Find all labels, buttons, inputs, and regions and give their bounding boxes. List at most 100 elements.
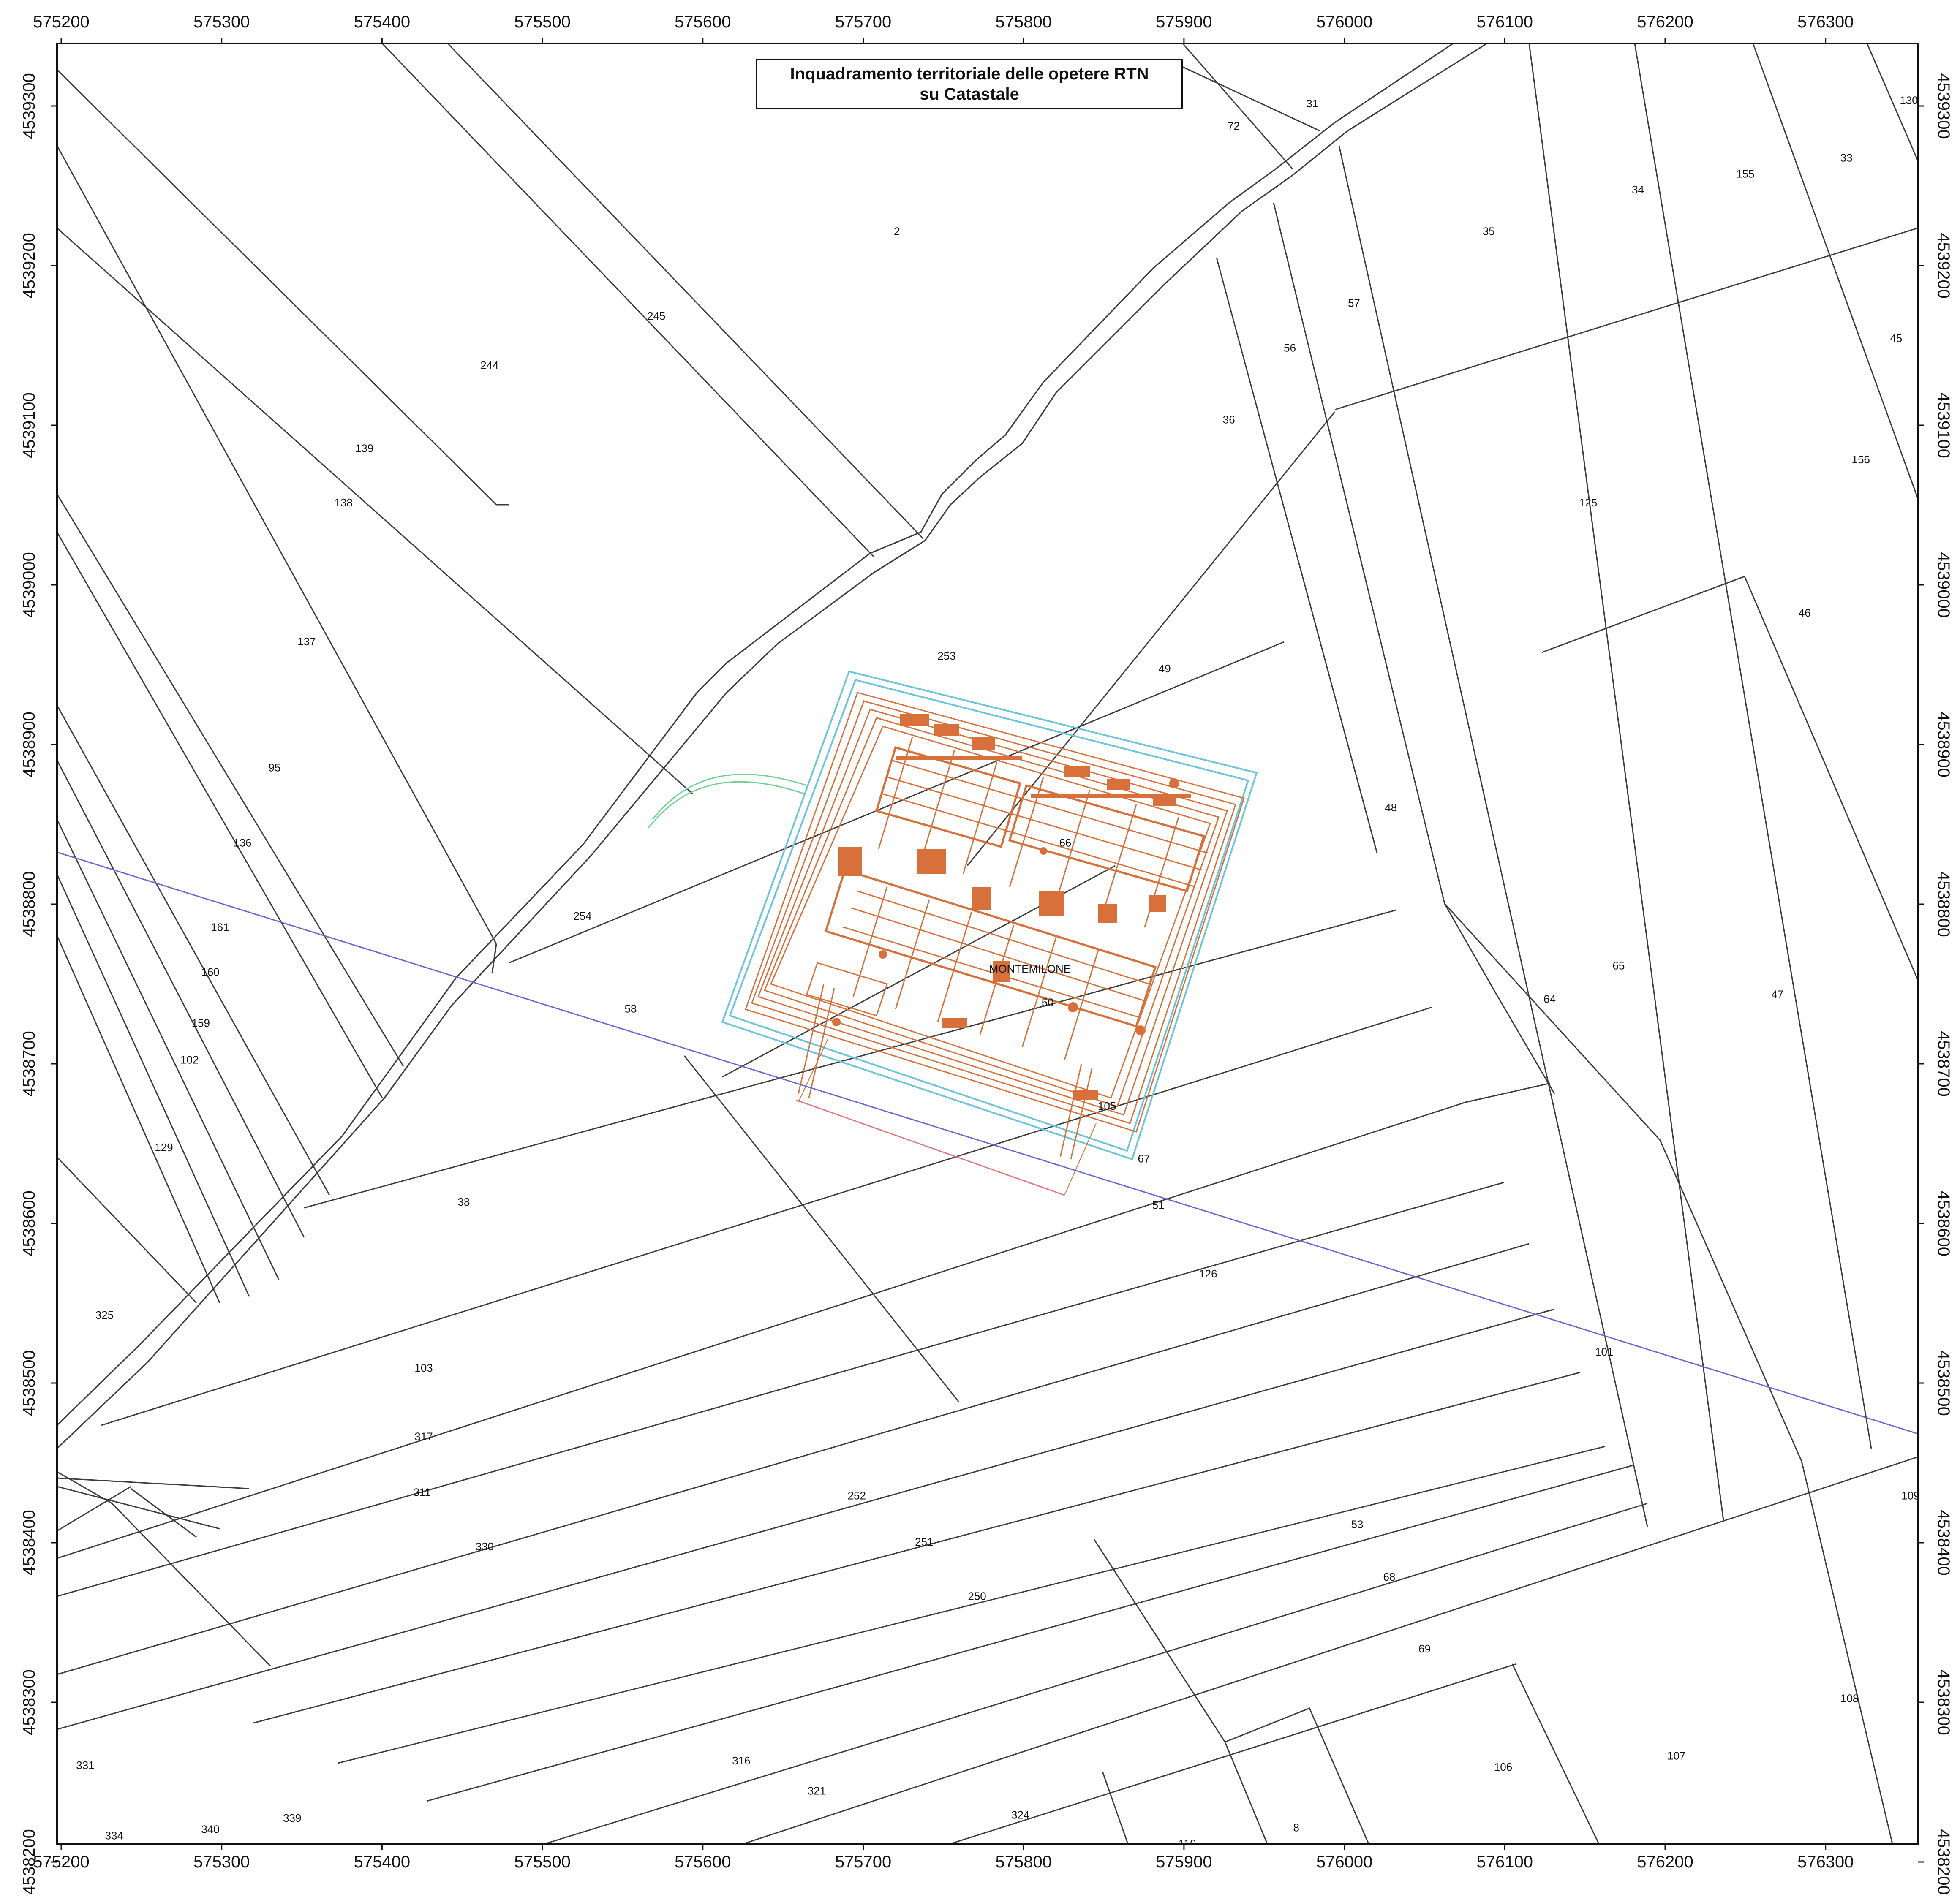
x-tick-label-bottom: 575300 <box>193 1853 250 1871</box>
place-label: MONTEMILONE <box>989 962 1071 975</box>
parcel-label: 335 <box>113 1861 131 1874</box>
parcel-label: 48 <box>1385 801 1397 814</box>
parcel-label: 67 <box>1138 1152 1150 1165</box>
y-tick-label-right: 4538800 <box>1934 871 1953 937</box>
parcel-label: 31 <box>1306 97 1318 110</box>
y-tick-label-right: 4538900 <box>1934 712 1953 777</box>
x-tick-label-top: 575500 <box>514 13 570 31</box>
x-tick-label-bottom: 575600 <box>675 1853 731 1871</box>
map-frame <box>56 43 1919 1845</box>
parcel-label: 69 <box>1418 1642 1431 1655</box>
parcel-label: 137 <box>297 635 316 648</box>
x-tick-label-bottom: 576300 <box>1797 1853 1854 1871</box>
parcel-label: 156 <box>1852 453 1870 466</box>
parcel-label: 106 <box>1494 1761 1512 1773</box>
parcel-label: 125 <box>1579 496 1597 509</box>
y-tick-label-left: 4539300 <box>20 73 38 139</box>
x-tick-label-top: 575200 <box>33 13 89 31</box>
x-tick-label-top: 576000 <box>1316 13 1372 31</box>
parcel-label: 139 <box>355 442 373 455</box>
parcel-boundaries <box>57 43 1918 1844</box>
parcel-label: 250 <box>968 1590 986 1602</box>
parcel-label: 72 <box>1228 120 1240 132</box>
map-title-line-1: Inquadramento territoriale delle opetere… <box>790 65 1149 83</box>
parcel-label: 245 <box>647 310 665 322</box>
parcel-label: 46 <box>1799 606 1811 619</box>
x-tick-label-top: 576200 <box>1637 13 1693 31</box>
parcel-label: 102 <box>180 1053 199 1066</box>
coordinate-axes: 575200 575200 575300 575300 575400 575400 5755… <box>20 13 1953 1895</box>
y-tick-label-left: 4538200 <box>20 1829 38 1895</box>
parcel-label: 57 <box>1348 297 1360 310</box>
substation-boundary <box>721 670 1258 1160</box>
x-tick-label-bottom: 575700 <box>835 1853 891 1871</box>
parcel-label: 35 <box>1483 225 1495 237</box>
y-tick-label-right: 4538700 <box>1934 1031 1953 1097</box>
parcel-label: 325 <box>95 1309 114 1321</box>
y-tick-label-right: 4539300 <box>1934 73 1953 139</box>
y-tick-label-left: 4538300 <box>20 1669 38 1735</box>
parcel-label: 330 <box>476 1540 494 1553</box>
parcel-label: 65 <box>1612 959 1625 972</box>
y-tick-label-left: 4539000 <box>20 552 38 618</box>
parcel-label: 109 <box>1901 1489 1919 1502</box>
parcel-label: 321 <box>808 1785 826 1797</box>
y-tick-label-left: 4538700 <box>20 1031 38 1097</box>
y-tick-label-right: 4539000 <box>1934 552 1953 618</box>
y-tick-label-right: 4538600 <box>1934 1190 1953 1256</box>
parcel-label: 130 <box>1900 94 1918 107</box>
x-tick-label-bottom: 575400 <box>354 1853 410 1871</box>
parcel-label: 101 <box>1595 1345 1613 1358</box>
substation-equipment <box>832 714 1191 1100</box>
y-tick-label-right: 4538200 <box>1934 1829 1953 1895</box>
parcel-label: 107 <box>1667 1749 1685 1762</box>
power-line <box>57 851 1918 1435</box>
parcel-label: 45 <box>1890 332 1902 345</box>
parcel-label: 2 <box>894 225 900 237</box>
x-tick-label-bottom: 575200 <box>33 1853 89 1871</box>
parcel-labels: 31 72 130 34 155 33 2 35 57 245 56 45 244 36 139 156 138… <box>67 94 1919 1874</box>
parcel-label: 129 <box>155 1141 173 1154</box>
y-tick-label-right: 4538400 <box>1934 1510 1953 1576</box>
y-tick-label-right: 4538300 <box>1934 1669 1953 1735</box>
parcel-label: 34 <box>1632 183 1644 196</box>
y-tick-label-left: 4539200 <box>20 233 38 299</box>
parcel-label: 253 <box>937 650 956 662</box>
parcel-label: 334 <box>105 1829 123 1842</box>
parcel-label: 160 <box>201 965 219 978</box>
parcel-label: 58 <box>624 1002 637 1015</box>
parcel-label: 155 <box>1736 167 1754 180</box>
parcel-label: 339 <box>283 1812 301 1824</box>
parcel-label: 108 <box>1840 1692 1859 1704</box>
x-tick-label-top: 575400 <box>354 13 410 31</box>
parcel-label: 33 <box>1840 152 1853 164</box>
map-title-box: Inquadramento territoriale delle opetere… <box>756 59 1183 109</box>
parcel-label: 105 <box>1098 1100 1116 1112</box>
parcel-label: 47 <box>1771 988 1783 1000</box>
parcel-label: 324 <box>1011 1808 1029 1821</box>
x-tick-label-top: 575300 <box>193 13 250 31</box>
parcel-label: 116 <box>1179 1837 1196 1850</box>
parcel-label: 53 <box>1351 1518 1364 1530</box>
y-tick-label-right: 4539200 <box>1934 233 1953 299</box>
parcel-label: 252 <box>848 1489 866 1502</box>
parcel-label: 49 <box>1159 662 1171 675</box>
y-tick-label-left: 4538500 <box>20 1350 38 1416</box>
x-tick-label-top: 576300 <box>1797 13 1854 31</box>
map-title-line-2: su Catastale <box>920 85 1019 103</box>
parcel-label: 66 <box>1059 836 1071 849</box>
parcel-label: 38 <box>458 1196 470 1208</box>
y-tick-label-left: 4538800 <box>20 871 38 937</box>
parcel-label: 340 <box>201 1823 219 1835</box>
x-tick-label-top: 575600 <box>675 13 731 31</box>
parcel-label: 8 <box>1293 1821 1299 1834</box>
parcel-label: 136 <box>233 836 251 849</box>
parcel-label: 269 <box>1051 1850 1070 1863</box>
substation-layout <box>745 692 1245 1196</box>
parcel-label: 161 <box>211 921 229 934</box>
green-path <box>648 781 805 828</box>
y-tick-label-right: 4538500 <box>1934 1350 1953 1416</box>
x-tick-label-top: 576100 <box>1477 13 1533 31</box>
parcel-label: 36 <box>1223 413 1235 426</box>
